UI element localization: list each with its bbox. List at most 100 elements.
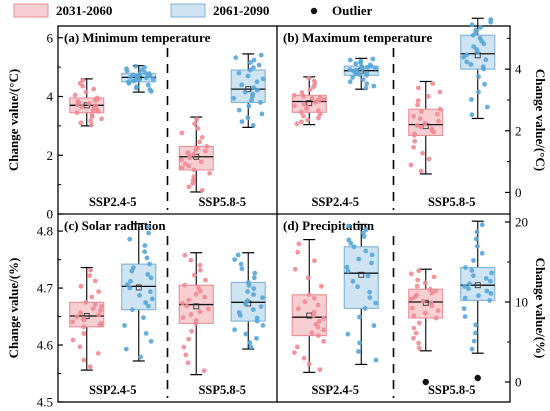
outlier-point (474, 374, 481, 382)
data-point (128, 278, 133, 284)
data-point (483, 57, 489, 63)
data-point (180, 315, 186, 320)
y-tick-label: 4 (515, 62, 522, 77)
data-point (86, 101, 92, 106)
data-point (429, 126, 435, 132)
data-point (321, 327, 326, 333)
data-point (464, 59, 470, 65)
data-point (306, 75, 312, 81)
data-point (479, 222, 485, 228)
data-point (473, 27, 479, 33)
data-point (469, 22, 475, 28)
data-point (252, 270, 258, 276)
data-point (356, 349, 361, 354)
data-point (188, 257, 194, 263)
data-point (94, 95, 100, 101)
data-point (475, 243, 480, 249)
data-point (435, 308, 441, 313)
data-point (250, 123, 256, 128)
data-point (206, 306, 211, 312)
panel-b: (b) Maximum temperature SSP2.4-5 SSP5.8-5 0… (283, 17, 522, 210)
box-mean-marker (135, 284, 142, 291)
data-point (127, 236, 133, 242)
data-point (81, 357, 87, 363)
data-point (193, 318, 199, 323)
box-SSP5.8-5-2061-2090 (230, 252, 266, 350)
data-point (78, 310, 83, 316)
data-point (467, 281, 472, 287)
data-point (417, 116, 423, 122)
box-SSP2.4-5-2061-2090 (121, 63, 157, 94)
data-point (199, 187, 205, 193)
panel-a: (a) Minimum temperature SSP2.4-5 SSP5.8-5 0… (47, 30, 266, 222)
data-point (191, 174, 197, 180)
data-point (474, 47, 479, 52)
data-point (78, 120, 84, 126)
data-point (364, 81, 370, 87)
data-point (369, 252, 375, 258)
box-mean-marker (245, 86, 252, 93)
data-point (473, 322, 478, 328)
data-point (191, 167, 197, 173)
data-point (197, 139, 203, 145)
data-point (295, 306, 301, 311)
data-point (70, 337, 76, 343)
data-point (239, 266, 245, 272)
data-point (476, 293, 481, 299)
data-point (182, 282, 188, 288)
data-point (81, 324, 87, 330)
y-axis-title: Change value/(%) (6, 258, 21, 359)
y-tick-label: 4.7 (37, 281, 54, 296)
data-point (316, 115, 321, 121)
data-point (469, 112, 475, 118)
data-point (145, 272, 151, 277)
data-point (429, 290, 435, 296)
y-tick-label: 0 (515, 375, 522, 390)
data-point (141, 315, 146, 320)
data-point (126, 79, 131, 85)
data-point (476, 89, 481, 95)
legend: 2031-2060 2061-2090 Outlier (13, 3, 373, 18)
data-point (350, 75, 355, 80)
data-point (305, 117, 311, 123)
data-point (410, 305, 415, 311)
data-point (199, 135, 205, 140)
data-point (232, 327, 238, 333)
box-mean-marker (193, 303, 200, 310)
data-point (434, 111, 440, 117)
data-point (80, 77, 86, 83)
y-tick-label: 4.5 (37, 395, 53, 410)
y-tick-label: 6 (47, 30, 54, 45)
data-point (144, 255, 150, 261)
data-point (437, 106, 443, 112)
data-point (466, 286, 471, 292)
box-SSP2.4-5-2031-2060 (69, 266, 105, 371)
data-point (370, 56, 376, 62)
data-point (88, 118, 94, 124)
data-point (415, 277, 421, 283)
data-point (411, 313, 417, 318)
data-point (321, 316, 327, 321)
data-point (371, 323, 377, 328)
data-point (469, 267, 475, 273)
data-point (294, 344, 300, 350)
data-point (96, 289, 101, 294)
data-point (488, 291, 494, 296)
data-point (192, 272, 197, 278)
data-point (302, 299, 308, 305)
data-point (411, 113, 416, 119)
data-point (146, 303, 151, 309)
data-point (138, 354, 143, 360)
data-point (416, 340, 421, 346)
data-point (305, 275, 311, 281)
data-point (179, 130, 185, 136)
data-point (422, 310, 428, 316)
data-point (415, 98, 421, 104)
outlier-point (422, 378, 429, 386)
data-point (301, 101, 307, 107)
data-point (130, 72, 136, 78)
box-SSP2.4-5-2031-2060 (69, 77, 105, 128)
data-point (357, 314, 362, 320)
data-point (362, 306, 368, 311)
